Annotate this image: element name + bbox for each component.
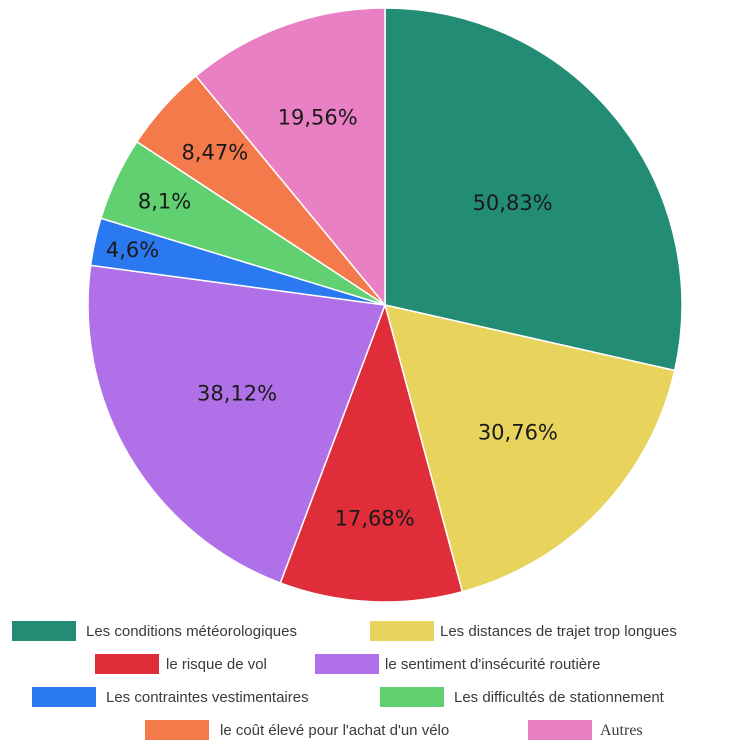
legend-item-les-distances-de-trajet-trop-longues: Les distances de trajet trop longues	[370, 621, 677, 641]
legend-swatch	[12, 621, 76, 641]
pie-slice-les-distances-de-trajet-trop-longues	[383, 303, 676, 593]
pie-label-les-distances-de-trajet-trop-longues: 30,76%	[478, 420, 558, 444]
legend-item-les-contraintes-vestimentaires: Les contraintes vestimentaires	[32, 687, 309, 707]
legend-swatch	[32, 687, 96, 707]
pie-slice-les-conditions-meteorologiques	[384, 7, 683, 372]
legend-item-le-sentiment-d-insecurite-routiere: le sentiment d'insécurité routière	[315, 654, 600, 674]
pie-label-le-cout-eleve-pour-l-achat-d-un-velo: 8,47%	[181, 140, 248, 164]
pie-value-labels: 50,83% 30,76% 17,68% 38,12% 4,6% 8,1% 8,47% 19,…	[106, 106, 558, 531]
pie-label-le-risque-de-vol: 17,68%	[335, 507, 415, 531]
legend-swatch	[145, 720, 209, 740]
legend-label: le risque de vol	[166, 656, 267, 673]
legend-item-le-cout-eleve-pour-l-achat-d-un-velo: le coût élevé pour l'achat d'un vélo	[145, 720, 449, 740]
legend-item-autres: Autres	[528, 720, 643, 740]
pie-label-autres: 19,56%	[278, 106, 358, 130]
legend-label: Les difficultés de stationnement	[454, 689, 665, 706]
legend-label: Les contraintes vestimentaires	[106, 689, 309, 706]
legend-label: Autres	[600, 722, 643, 739]
pie-label-le-sentiment-d-insecurite-routiere: 38,12%	[197, 381, 277, 405]
legend-label: Les conditions météorologiques	[86, 623, 297, 640]
pie-slice-le-risque-de-vol	[279, 302, 464, 603]
pie-slices	[87, 7, 683, 603]
pie-label-les-conditions-meteorologiques: 50,83%	[473, 191, 553, 215]
legend-item-les-difficultes-de-stationnement: Les difficultés de stationnement	[380, 687, 665, 707]
legend-swatch	[315, 654, 379, 674]
legend: Les conditions météorologiques Les distan…	[12, 621, 677, 740]
legend-swatch	[370, 621, 434, 641]
legend-swatch	[528, 720, 592, 740]
legend-label: le coût élevé pour l'achat d'un vélo	[220, 722, 449, 739]
legend-swatch	[95, 654, 159, 674]
legend-label: le sentiment d'insécurité routière	[385, 656, 600, 673]
pie-label-les-contraintes-vestimentaires: 4,6%	[106, 238, 159, 262]
legend-item-les-conditions-meteorologiques: Les conditions météorologiques	[12, 621, 297, 641]
pie-slice-le-sentiment-d-insecurite-routiere	[87, 264, 387, 584]
legend-swatch	[380, 687, 444, 707]
pie-slice-autres	[194, 7, 386, 308]
pie-label-les-difficultes-de-stationnement: 8,1%	[138, 189, 191, 213]
legend-label: Les distances de trajet trop longues	[440, 623, 677, 640]
legend-item-le-risque-de-vol: le risque de vol	[95, 654, 267, 674]
